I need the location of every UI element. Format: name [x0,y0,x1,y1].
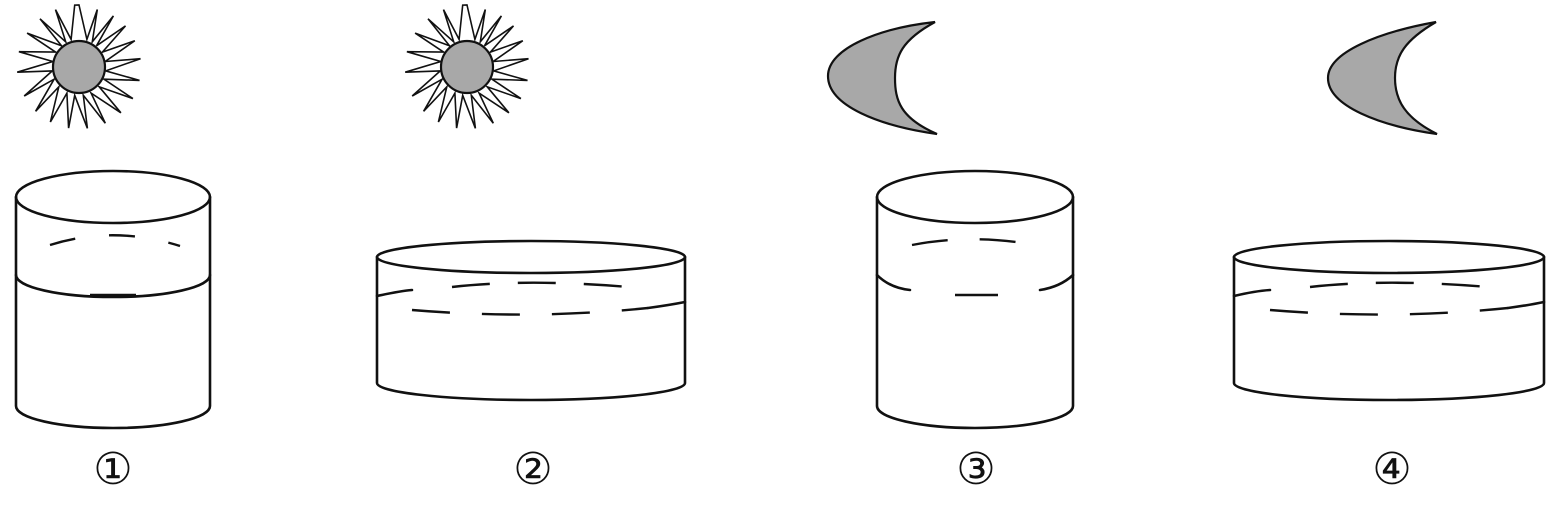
water-surface-back [451,281,641,290]
sun-icon [404,4,529,129]
water-surface-middle [1269,306,1509,316]
panel-1-drawing [14,4,212,430]
panel-3: ③ [820,0,1120,510]
water-surface-front [1232,288,1546,310]
water-surface-front [14,273,212,299]
moon-crescent [1326,20,1438,136]
panel-3-drawing [826,20,1075,430]
panel-4-label: ④ [1372,444,1412,495]
panel-4: ④ [1200,0,1560,510]
tall-beaker [14,169,212,430]
water-surface-front [875,273,1075,292]
water-surface-front [375,288,687,310]
water-surface-back [49,234,181,248]
panel-1-label: ① [93,444,133,495]
panel-3-label: ③ [956,444,996,495]
panel-2-label: ② [513,444,553,495]
water-surface-middle [411,306,649,316]
wide-dish [1232,239,1546,402]
panel-2-drawing [375,4,687,402]
moon-icon [826,20,938,136]
panel-4-drawing [1232,20,1546,402]
tall-beaker [875,169,1075,430]
water-surface-back [1309,281,1501,290]
wide-dish [375,239,687,402]
moon-crescent [826,20,938,136]
panel-2: ② [340,0,720,510]
sun-disc [51,39,107,95]
moon-icon [1326,20,1438,136]
panel-1: ① [0,0,260,510]
sun-icon [16,4,141,129]
sun-disc [439,39,495,95]
water-surface-back [911,238,1041,248]
